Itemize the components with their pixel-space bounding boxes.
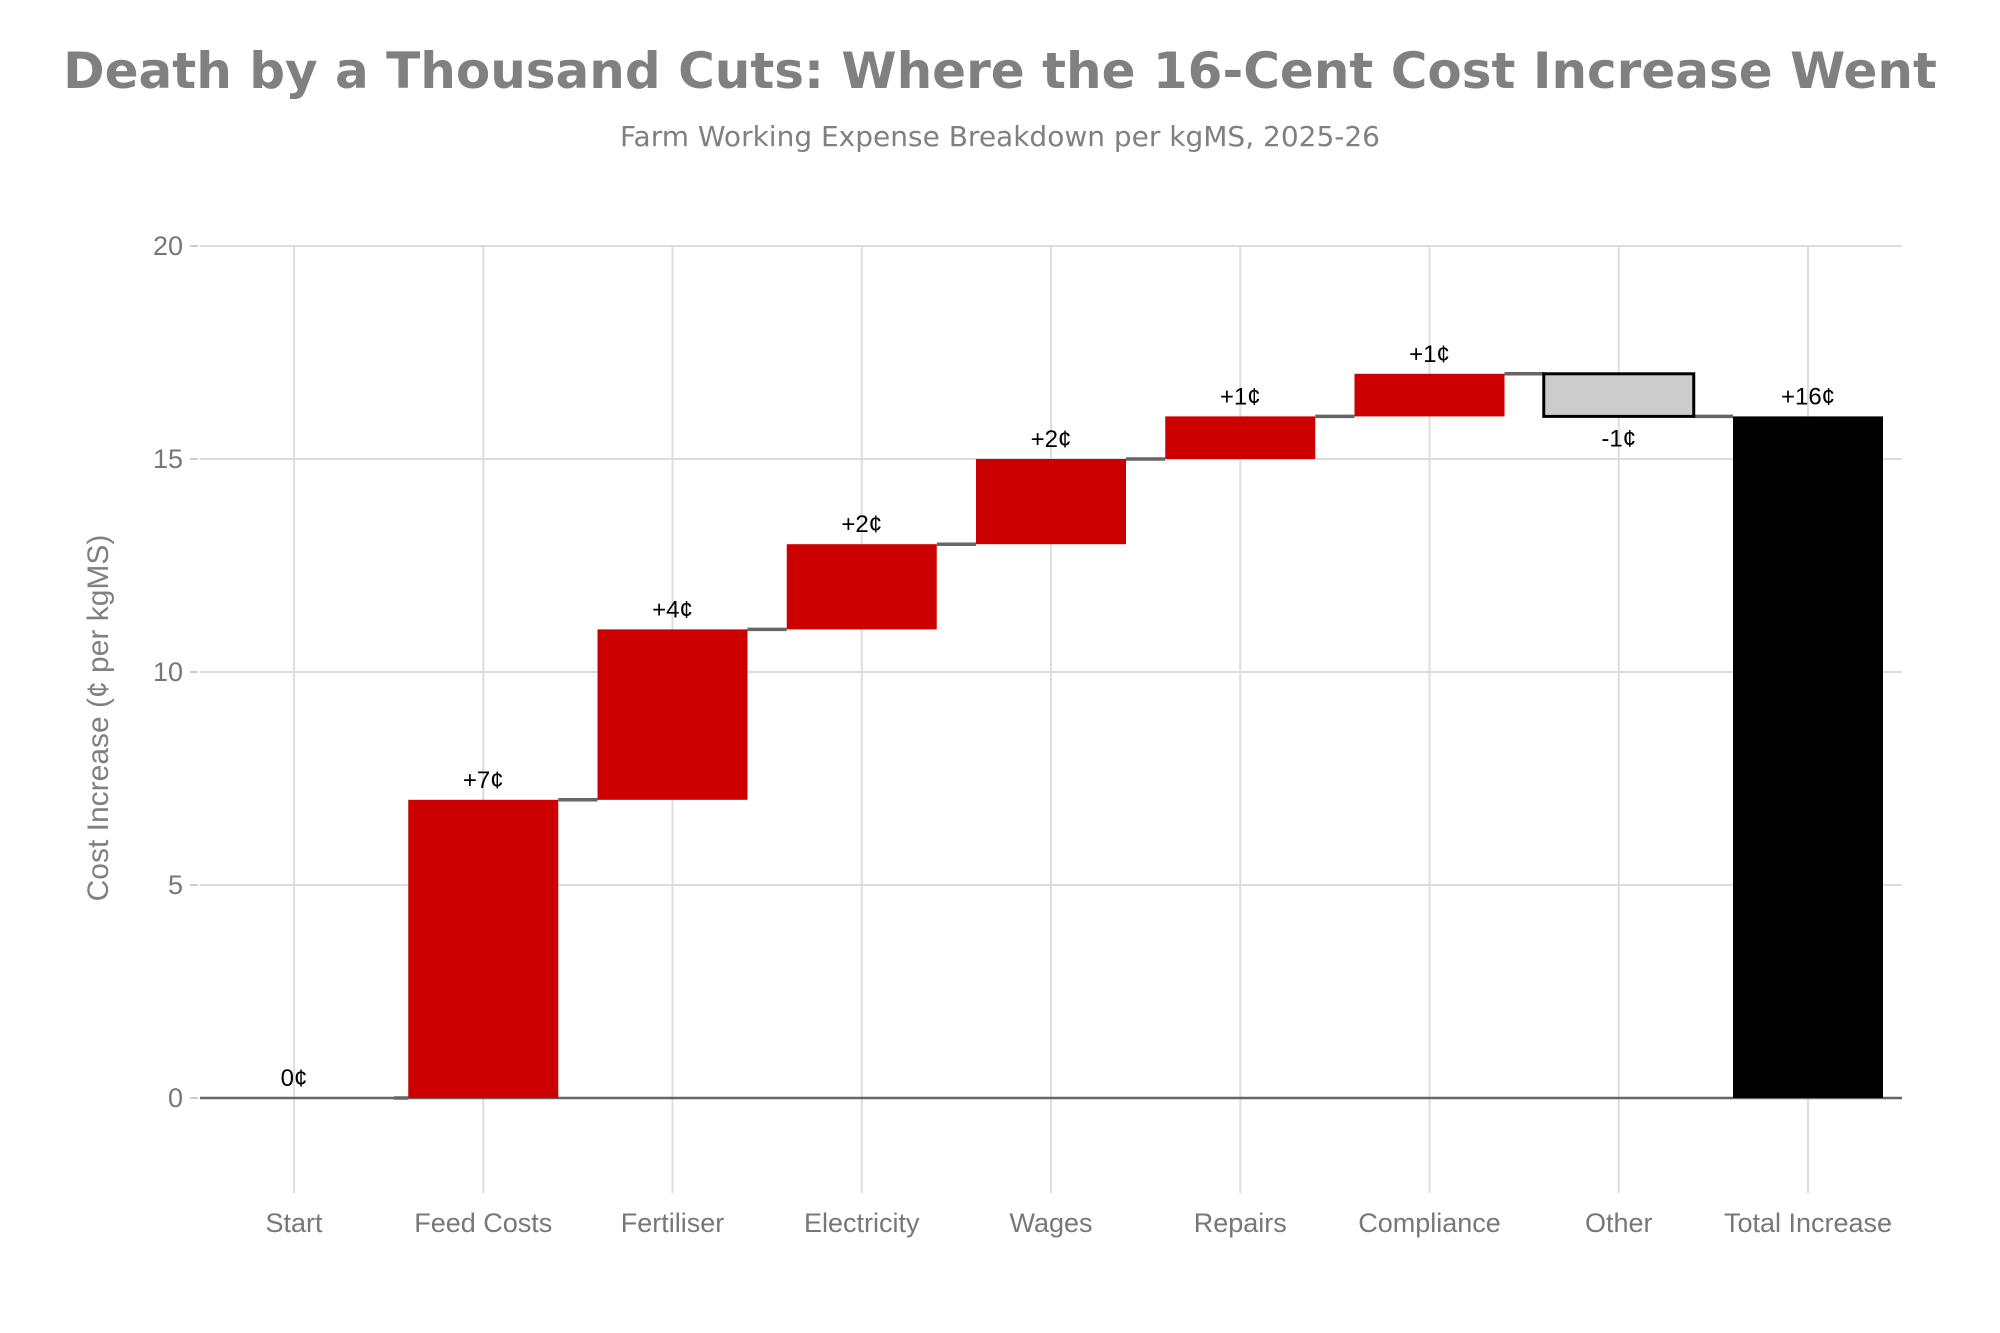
y-tick-label: 0	[168, 1083, 183, 1113]
y-tick-label: 15	[153, 444, 183, 474]
bar-fertiliser	[597, 629, 748, 800]
bars	[408, 372, 1883, 1098]
bar-electricity	[786, 544, 937, 630]
chart-subtitle: Farm Working Expense Breakdown per kgMS,…	[620, 120, 1380, 153]
x-tick-label: Electricity	[804, 1208, 920, 1238]
y-axis: 0 5 10 15 20	[153, 231, 198, 1113]
data-label: +7¢	[463, 767, 504, 794]
x-tick-label: Repairs	[1194, 1208, 1287, 1238]
data-label: +16¢	[1781, 383, 1835, 410]
y-tick-label: 10	[153, 657, 183, 687]
y-axis-label: Cost Increase (¢ per kgMS)	[82, 535, 115, 902]
data-label: +1¢	[1409, 341, 1450, 368]
y-tick-label: 20	[153, 231, 183, 261]
bar-total-increase	[1733, 416, 1883, 1098]
y-tick-label: 5	[168, 870, 183, 900]
x-tick-label: Total Increase	[1724, 1208, 1892, 1238]
bar-other	[1542, 372, 1696, 418]
x-tick-label: Wages	[1009, 1208, 1092, 1238]
x-tick-label: Start	[265, 1208, 323, 1238]
data-label: -1¢	[1601, 425, 1636, 452]
bar-feed-costs	[408, 799, 559, 1098]
x-tick-label: Compliance	[1358, 1208, 1501, 1238]
x-tick-label: Feed Costs	[414, 1208, 552, 1238]
chart-title: Death by a Thousand Cuts: Where the 16-C…	[63, 42, 1937, 100]
connectors	[394, 372, 1733, 1100]
data-label: +4¢	[652, 596, 693, 623]
x-axis: Start Feed Costs Fertiliser Electricity Wage…	[265, 1208, 1892, 1238]
bar-wages	[976, 459, 1126, 545]
data-label: 0¢	[281, 1065, 308, 1092]
bar-compliance	[1354, 373, 1505, 417]
bar-repairs	[1165, 416, 1316, 459]
data-label: +2¢	[841, 511, 882, 538]
data-label: +2¢	[1031, 426, 1072, 453]
x-tick-label: Fertiliser	[621, 1208, 725, 1238]
x-tick-label: Other	[1585, 1208, 1653, 1238]
data-labels: 0¢ +7¢ +4¢ +2¢ +2¢ +1¢ +1¢ -1¢ +16¢	[281, 341, 1835, 1092]
data-label: +1¢	[1220, 383, 1261, 410]
